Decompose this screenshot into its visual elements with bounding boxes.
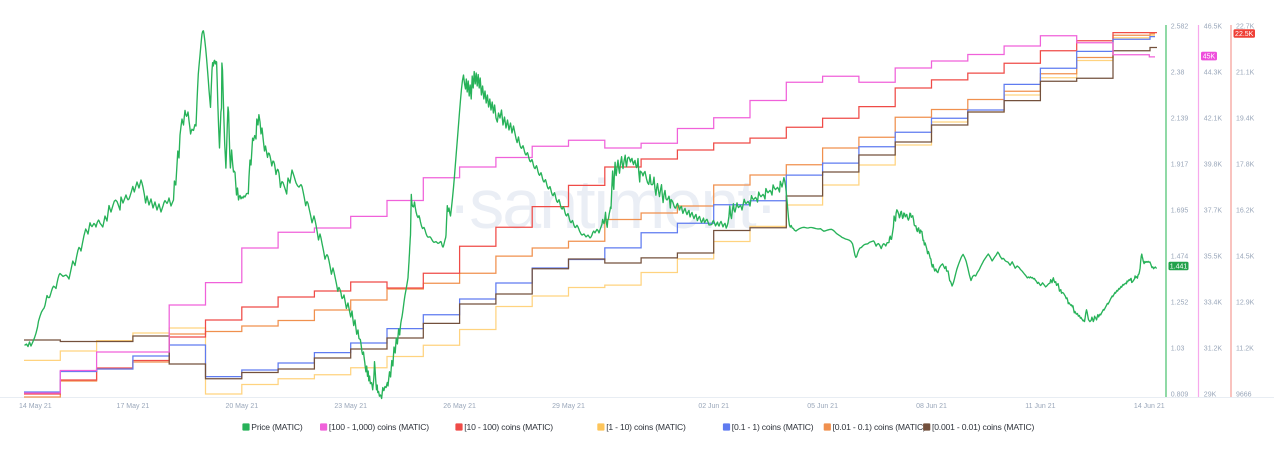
svg-text:14 Jun 21: 14 Jun 21 (1134, 403, 1165, 410)
svg-text:1.695: 1.695 (1171, 208, 1189, 215)
svg-text:23 May 21: 23 May 21 (334, 403, 367, 410)
svg-text:[0.1 - 1) coins (MATIC): [0.1 - 1) coins (MATIC) (732, 422, 814, 432)
svg-text:9666: 9666 (1236, 392, 1252, 399)
svg-text:0.809: 0.809 (1171, 392, 1189, 399)
svg-text:1.441: 1.441 (1170, 263, 1188, 270)
svg-text:1.474: 1.474 (1171, 254, 1189, 261)
svg-text:45K: 45K (1203, 54, 1216, 61)
svg-text:2.582: 2.582 (1171, 24, 1189, 31)
svg-text:44.3K: 44.3K (1204, 70, 1223, 77)
svg-text:12.9K: 12.9K (1236, 300, 1255, 307)
svg-text:31.2K: 31.2K (1204, 346, 1223, 353)
svg-text:14 May 21: 14 May 21 (19, 403, 52, 410)
svg-text:[1 - 10) coins (MATIC): [1 - 10) coins (MATIC) (606, 422, 686, 432)
svg-text:14.5K: 14.5K (1236, 254, 1255, 261)
svg-text:17.8K: 17.8K (1236, 162, 1255, 169)
svg-text:46.5K: 46.5K (1204, 24, 1223, 31)
svg-text:22.7K: 22.7K (1236, 24, 1255, 31)
svg-text:37.7K: 37.7K (1204, 208, 1223, 215)
svg-text:29K: 29K (1204, 392, 1217, 399)
svg-text:22.5K: 22.5K (1235, 31, 1254, 38)
svg-text:19.4K: 19.4K (1236, 116, 1255, 123)
svg-text:05 Jun 21: 05 Jun 21 (807, 403, 838, 410)
svg-text:1.252: 1.252 (1171, 300, 1189, 307)
svg-text:20 May 21: 20 May 21 (225, 403, 258, 410)
svg-text:39.8K: 39.8K (1204, 162, 1223, 169)
svg-text:02 Jun 21: 02 Jun 21 (698, 403, 729, 410)
svg-text:1.03: 1.03 (1171, 346, 1185, 353)
svg-text:21.1K: 21.1K (1236, 70, 1255, 77)
svg-text:Price (MATIC): Price (MATIC) (251, 422, 303, 432)
svg-text:[10 - 100) coins (MATIC): [10 - 100) coins (MATIC) (464, 422, 553, 432)
svg-text:1.917: 1.917 (1171, 162, 1189, 169)
svg-text:11 Jun 21: 11 Jun 21 (1025, 403, 1055, 410)
svg-text:33.4K: 33.4K (1204, 300, 1223, 307)
svg-text:2.139: 2.139 (1171, 116, 1189, 123)
svg-text:11.2K: 11.2K (1236, 346, 1254, 353)
svg-text:[0.001 - 0.01) coins (MATIC): [0.001 - 0.01) coins (MATIC) (932, 422, 1035, 432)
svg-text:29 May 21: 29 May 21 (552, 403, 585, 410)
svg-text:[0.01 - 0.1) coins (MATIC): [0.01 - 0.1) coins (MATIC) (833, 422, 926, 432)
svg-text:35.5K: 35.5K (1204, 254, 1223, 261)
svg-text:[100 - 1,000) coins (MATIC): [100 - 1,000) coins (MATIC) (329, 422, 429, 432)
svg-text:26 May 21: 26 May 21 (443, 403, 476, 410)
svg-text:08 Jun 21: 08 Jun 21 (916, 403, 947, 410)
svg-text:2.38: 2.38 (1171, 70, 1185, 77)
svg-text:42.1K: 42.1K (1204, 116, 1223, 123)
svg-text:16.2K: 16.2K (1236, 208, 1255, 215)
svg-text:17 May 21: 17 May 21 (117, 403, 150, 410)
